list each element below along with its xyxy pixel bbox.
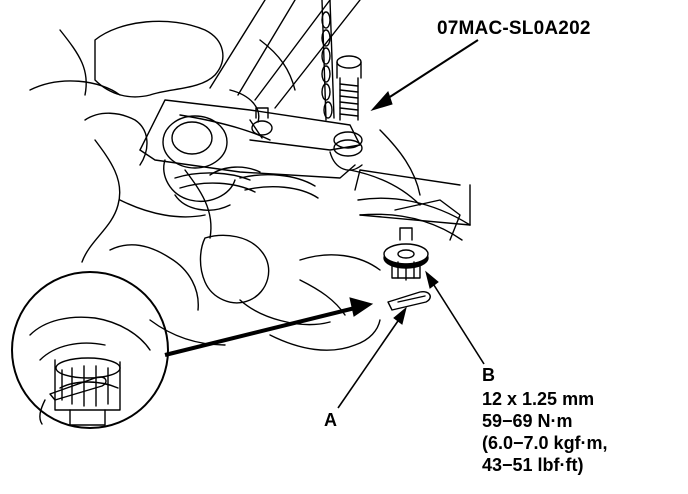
- a-arrowhead: [393, 306, 407, 325]
- callout-arrows: [164, 39, 485, 409]
- torque-spec: 12 x 1.25 mm 59−69 N·m (6.0−7.0 kgf·m, 4…: [482, 388, 608, 476]
- inset-arrowhead: [349, 297, 374, 317]
- callout-a-label: A: [324, 410, 337, 430]
- cotter-pin: [387, 290, 431, 311]
- tool-number-label: 07MAC-SL0A202: [437, 18, 591, 39]
- torque-lbfft: 43−51 lbf·ft): [482, 455, 584, 475]
- detail-inset: [11, 271, 169, 429]
- torque-nm: 59−69 N·m: [482, 411, 573, 431]
- ball-joint: [162, 115, 236, 211]
- callout-b-label: B: [482, 365, 495, 385]
- spring: [174, 166, 319, 199]
- tube: [354, 169, 471, 226]
- castle-nut: [383, 227, 429, 281]
- tool-bolt: [336, 55, 362, 121]
- thread-size: 12 x 1.25 mm: [482, 389, 595, 409]
- tool-arrowhead: [370, 91, 393, 111]
- lever-arm: [209, 0, 361, 123]
- b-arrowhead: [425, 270, 439, 289]
- chain: [321, 11, 333, 119]
- torque-kgfm: (6.0−7.0 kgf·m,: [482, 433, 608, 453]
